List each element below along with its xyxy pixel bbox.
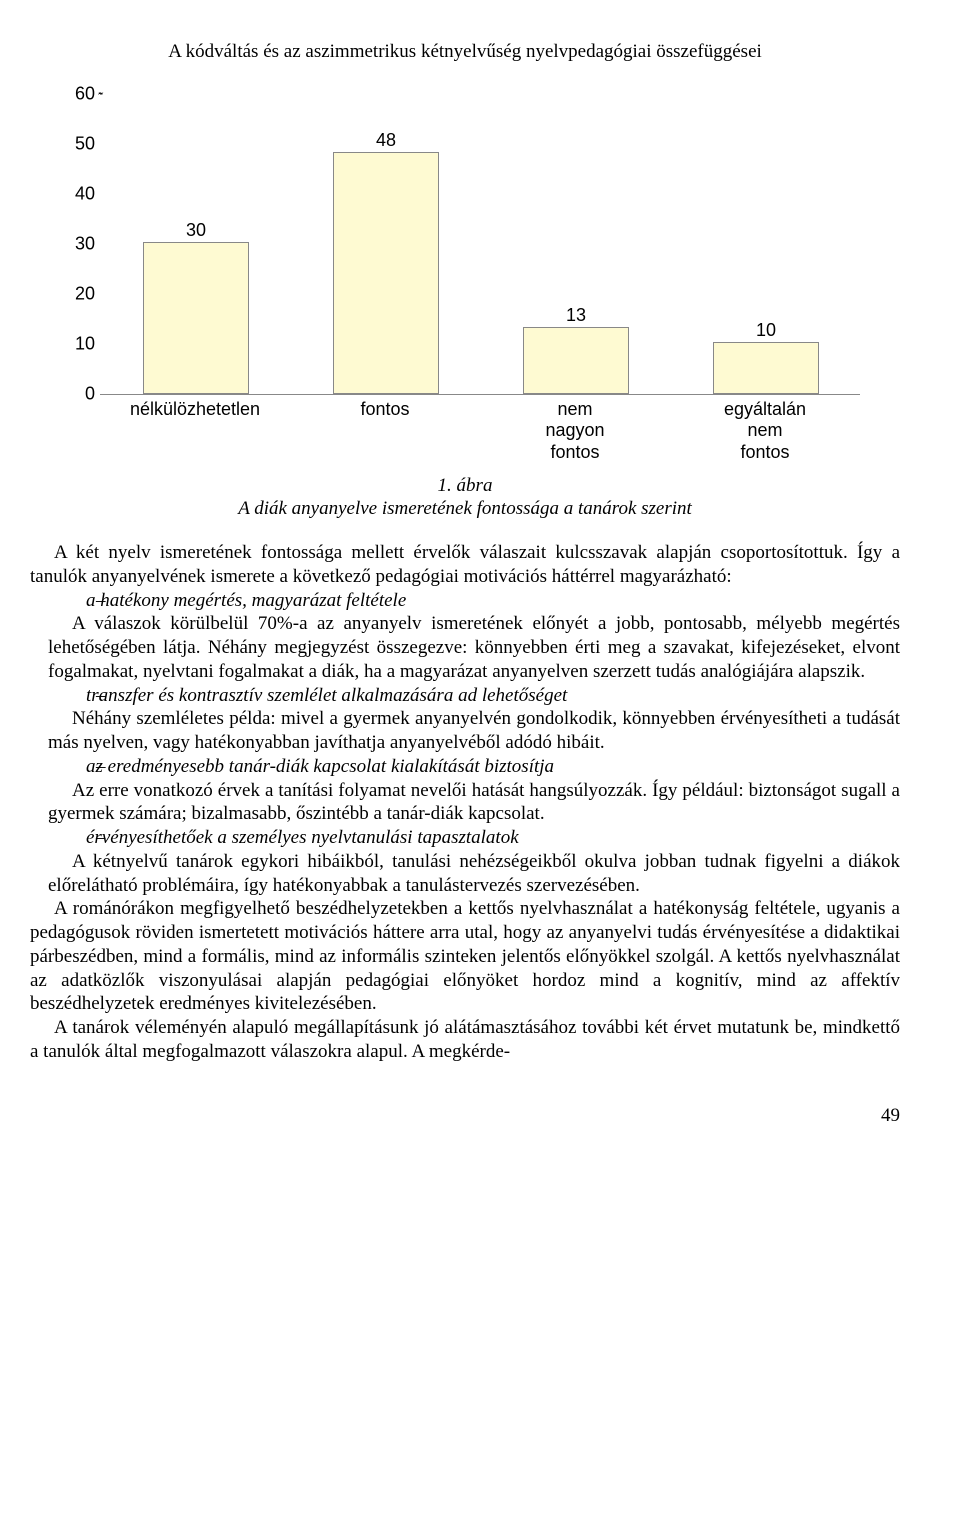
list-item-2-head: –transzfer és kontrasztív szemlélet alka… [48,684,900,708]
caption-line1: 1. ábra [438,475,493,496]
list-item-1-body: A válaszok körülbelül 70%-a az anyanyelv… [48,612,900,683]
y-axis: 0102030405060 [65,94,95,394]
y-tick: 0 [85,383,95,406]
paragraph-3: A tanárok véleményén alapuló megállapítá… [30,1016,900,1064]
list-item-2-title: transzfer és kontrasztív szemlélet alkal… [86,685,567,706]
bar-value-label: 30 [144,219,249,242]
x-axis-label: nemnagyonfontos [480,399,670,464]
list-item-3-body: Az erre vonatkozó érvek a tanítási folya… [48,779,900,827]
page-number: 49 [30,1104,900,1128]
page-header-title: A kódváltás és az aszimmetrikus kétnyelv… [30,40,900,64]
y-tick: 50 [75,133,95,156]
chart-bar: 48 [333,152,440,394]
y-tick: 20 [75,283,95,306]
bar-chart-container: ˆˇ 0102030405060 30481310 nélkülözhetetl… [70,94,860,464]
y-tick: 10 [75,333,95,356]
chart-bar: 30 [143,242,250,394]
list-item-1-title: a hatékony megértés, magyarázat feltétel… [86,590,406,611]
list-item-2-body: Néhány szemléletes példa: mivel a gyerme… [48,707,900,755]
x-axis-label: egyáltalánnemfontos [670,399,860,464]
y-tick: 40 [75,183,95,206]
bullet-list: –a hatékony megértés, magyarázat feltéte… [48,589,900,898]
x-axis-label: fontos [290,399,480,464]
caption-line2: A diák anyanyelve ismeretének fontossága… [238,498,692,519]
paragraph-intro: A két nyelv ismeretének fontossága melle… [30,541,900,589]
chart-bar: 13 [523,327,630,394]
list-item-3-title: az eredményesebb tanár-diák kapcsolat ki… [86,756,554,777]
chart-bar: 10 [713,342,820,394]
y-tick: 60 [75,83,95,106]
list-item-4-head: –érvényesíthetőek a személyes nyelvtanul… [48,826,900,850]
bar-value-label: 13 [524,304,629,327]
x-axis-labels: nélkülözhetetlenfontosnemnagyonfontosegy… [100,399,860,464]
body-text: A két nyelv ismeretének fontossága melle… [30,541,900,1064]
x-axis-label: nélkülözhetetlen [100,399,290,464]
list-item-1-head: –a hatékony megértés, magyarázat feltéte… [48,589,900,613]
y-tick: 30 [75,233,95,256]
bar-value-label: 48 [334,129,439,152]
bar-chart: ˆˇ 0102030405060 30481310 [100,94,860,395]
bar-value-label: 10 [714,319,819,342]
list-item-4-body: A kétnyelvű tanárok egykori hibáikból, t… [48,850,900,898]
axis-break-mark: ˆˇ [98,90,99,108]
chart-caption: 1. ábra A diák anyanyelve ismeretének fo… [30,474,900,522]
list-item-3-head: –az eredményesebb tanár-diák kapcsolat k… [48,755,900,779]
list-item-4-title: érvényesíthetőek a személyes nyelvtanulá… [86,827,519,848]
paragraph-2: A románórákon megfigyelhető beszédhelyze… [30,897,900,1016]
